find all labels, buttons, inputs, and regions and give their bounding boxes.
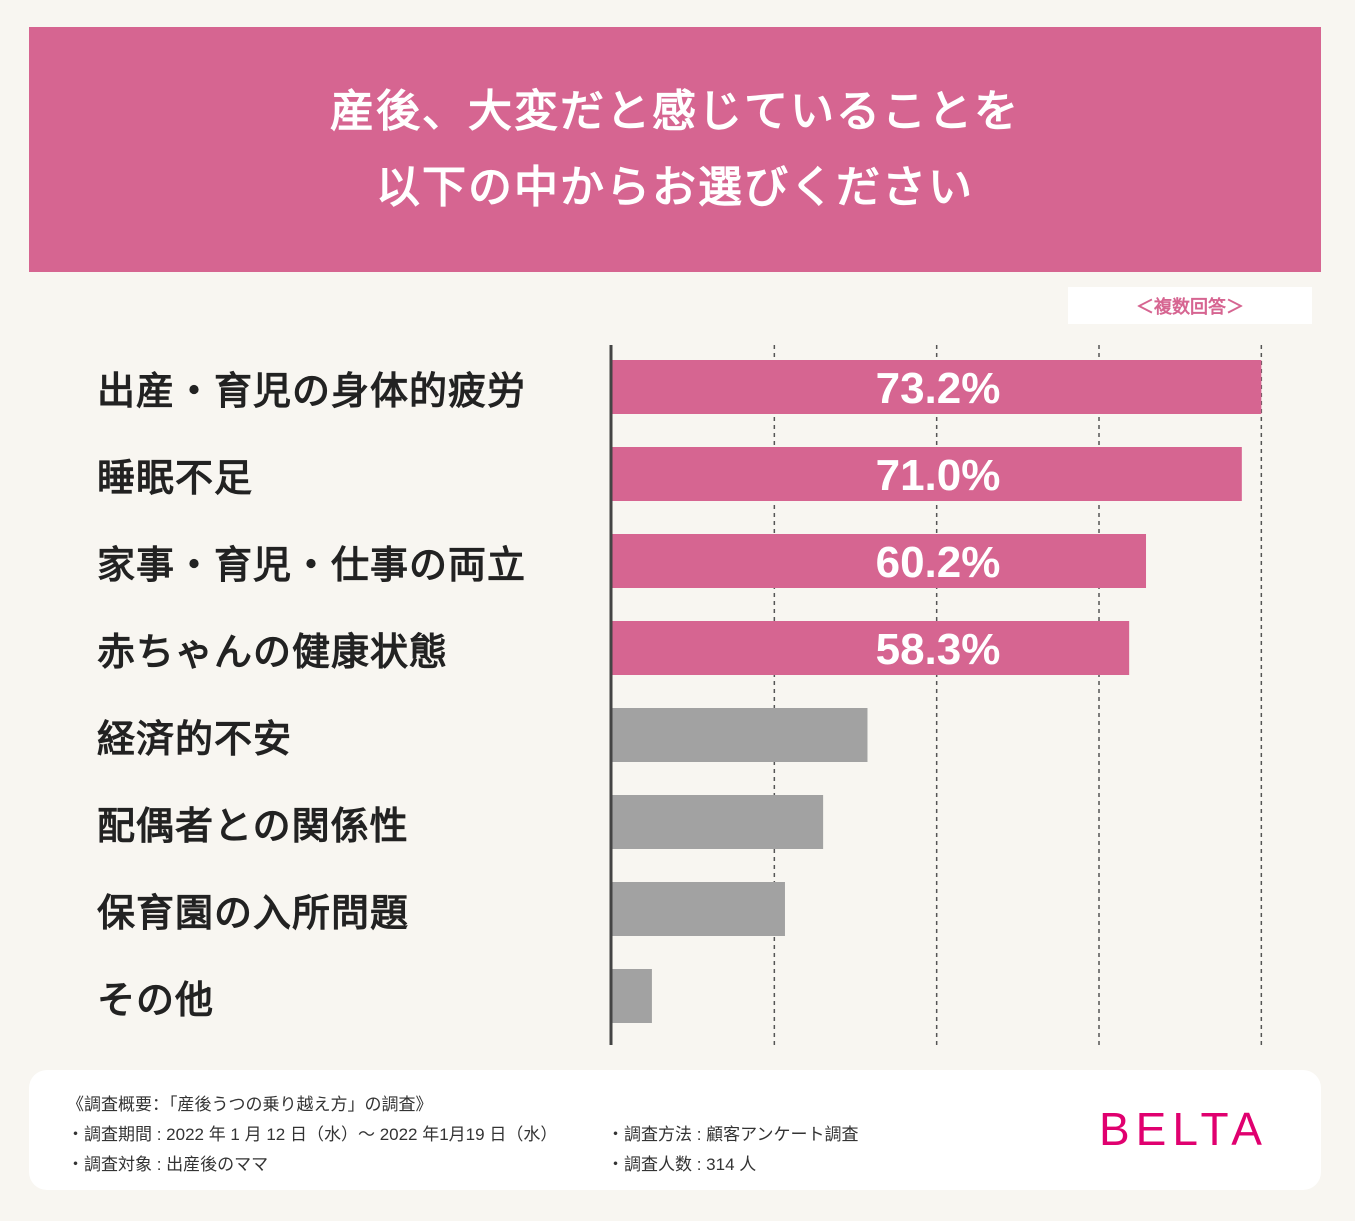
- bar: [612, 534, 1147, 588]
- title-banner: 産後、大変だと感じていることを 以下の中からお選びください: [29, 27, 1321, 272]
- category-label: 家事・育児・仕事の両立: [97, 542, 527, 587]
- bar: [612, 621, 1130, 675]
- bar: [612, 447, 1242, 501]
- bar: [612, 882, 785, 936]
- category-label: 保育園の入所問題: [97, 890, 410, 935]
- bar: [612, 360, 1262, 414]
- category-label: 経済的不安: [97, 716, 293, 761]
- bar: [612, 969, 652, 1023]
- belta-logo: BELTA: [1099, 1103, 1268, 1155]
- bar-value-label: 58.3%: [876, 625, 1001, 674]
- category-label: 睡眠不足: [97, 455, 254, 500]
- survey-period: ・調査期間 : 2022 年 1 月 12 日（水）～ 2022 年1月19 日…: [67, 1125, 558, 1144]
- bar: [612, 708, 868, 762]
- bar-value-label: 71.0%: [876, 451, 1001, 500]
- category-label: 配偶者との関係性: [97, 803, 409, 848]
- survey-summary-box: 《調査概要：「産後うつの乗り越え方」の調査》 ・調査期間 : 2022 年 1 …: [29, 1070, 1321, 1190]
- bar-value-label: 73.2%: [876, 364, 1001, 413]
- survey-method: ・調査方法 : 顧客アンケート調査: [607, 1125, 859, 1144]
- bar-value-label: 60.2%: [876, 538, 1001, 587]
- category-label: 出産・育児の身体的疲労: [97, 368, 527, 413]
- title-line-2: 以下の中からお選びください: [376, 161, 974, 213]
- survey-target: ・調査対象 : 出産後のママ: [67, 1155, 269, 1174]
- bar: [612, 795, 824, 849]
- survey-count: ・調査人数 : 314 人: [607, 1155, 757, 1174]
- survey-summary-title: 《調査概要：「産後うつの乗り越え方」の調査》: [67, 1095, 433, 1114]
- title-line-1: 産後、大変だと感じていることを: [330, 85, 1020, 137]
- multiple-answer-note: ＜複数回答＞: [1068, 287, 1312, 324]
- category-label: 赤ちゃんの健康状態: [97, 629, 449, 674]
- category-label: その他: [97, 977, 215, 1022]
